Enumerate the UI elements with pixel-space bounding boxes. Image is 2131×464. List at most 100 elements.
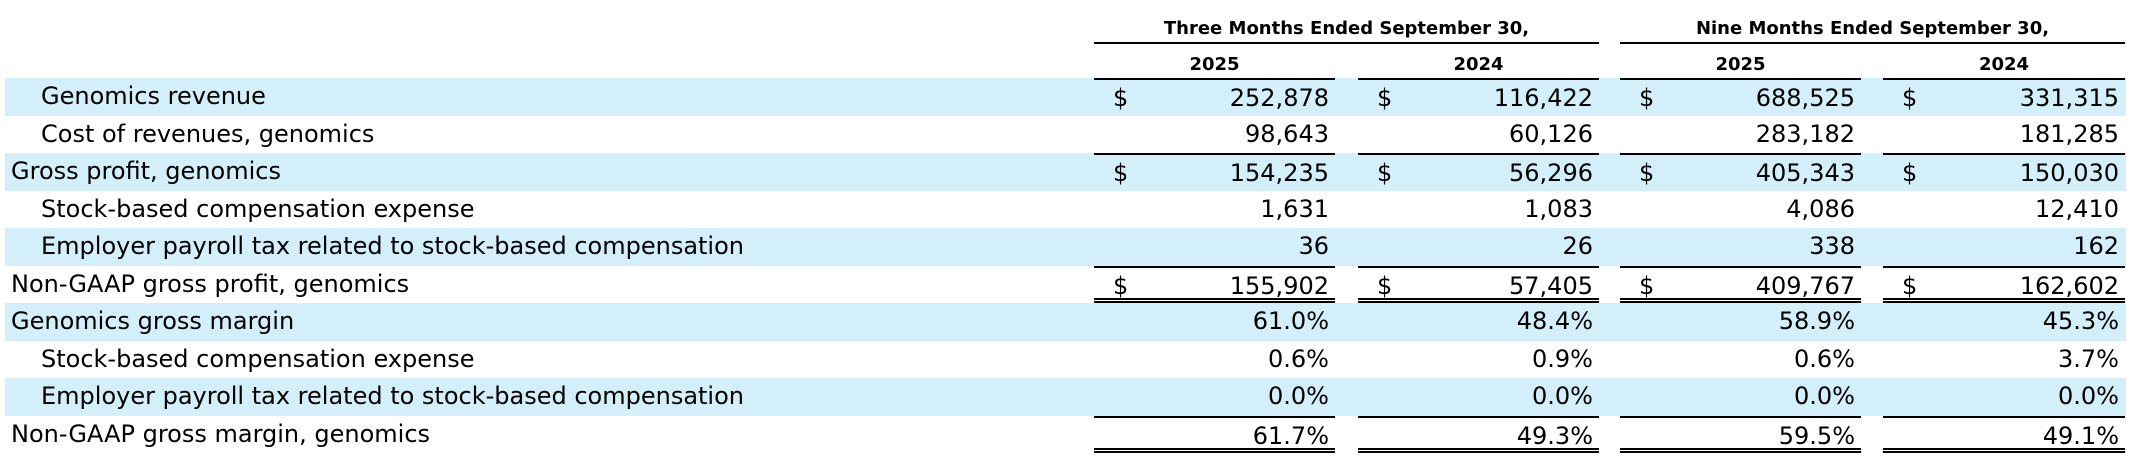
cell-value: 60,126 [1509, 119, 1593, 148]
table-cell: 0.9% [1358, 341, 1599, 379]
cell-value: 252,878 [1229, 84, 1329, 112]
table-cell: $155,902 [1094, 265, 1335, 303]
currency-symbol: $ [1377, 159, 1393, 187]
table-cell: $405,343 [1620, 153, 1861, 191]
table-row: Genomics gross margin 61.0% 48.4% 58.9% 45.3… [5, 303, 2126, 341]
cell-value: 283,182 [1755, 119, 1855, 148]
cell-value: 0.0% [1532, 382, 1593, 410]
cell-value: 405,343 [1755, 159, 1855, 187]
table-cell: 0.0% [1883, 378, 2125, 416]
cell-value: 4,086 [1786, 194, 1855, 223]
table-cell: 0.6% [1094, 341, 1335, 379]
table-cell: $331,315 [1883, 78, 2125, 116]
cell-value: 45.3% [2042, 307, 2119, 335]
currency-symbol: $ [1377, 271, 1393, 300]
row-label: Cost of revenues, genomics [41, 119, 375, 148]
table-cell: 45.3% [1883, 303, 2125, 341]
cell-value: 61.7% [1252, 421, 1329, 450]
cell-value: 61.0% [1252, 307, 1329, 335]
table-cell: $56,296 [1358, 153, 1599, 191]
cell-value: 59.5% [1778, 421, 1855, 450]
table-cell: 0.0% [1620, 378, 1861, 416]
table-cell: $409,767 [1620, 265, 1861, 303]
cell-value: 150,030 [2019, 159, 2119, 187]
table-row: Gross profit, genomics $154,235 $56,296 $40… [5, 153, 2126, 191]
cell-value: 688,525 [1755, 84, 1855, 112]
cell-value: 58.9% [1778, 307, 1855, 335]
table-cell: 36 [1094, 228, 1335, 266]
table-cell: 1,083 [1358, 191, 1599, 229]
cell-value: 56,296 [1509, 159, 1593, 187]
table-row: Non-GAAP gross margin, genomics 61.7% 49.3… [5, 415, 2126, 453]
table-cell: $162,602 [1883, 265, 2125, 303]
currency-symbol: $ [1639, 159, 1655, 187]
cell-value: 1,083 [1524, 194, 1593, 223]
cell-value: 36 [1298, 232, 1329, 260]
row-label: Non-GAAP gross margin, genomics [11, 419, 431, 448]
cell-value: 0.0% [1268, 382, 1329, 410]
row-label: Stock-based compensation expense [41, 344, 475, 373]
cell-value: 98,643 [1245, 119, 1329, 148]
cell-value: 162 [2073, 232, 2119, 260]
cell-value: 0.0% [2058, 382, 2119, 410]
table-cell: 61.0% [1094, 303, 1335, 341]
table-row: Genomics revenue $252,878 $116,422 $688,525… [5, 78, 2126, 116]
cell-value: 331,315 [2019, 84, 2119, 112]
table-cell: 162 [1883, 228, 2125, 266]
cell-value: 162,602 [2019, 271, 2119, 300]
row-label: Genomics revenue [41, 82, 266, 110]
table-cell: 48.4% [1358, 303, 1599, 341]
table-cell: 4,086 [1620, 191, 1861, 229]
table-cell: $688,525 [1620, 78, 1861, 116]
table-cell: 26 [1358, 228, 1599, 266]
cell-value: 3.7% [2058, 344, 2119, 373]
currency-symbol: $ [1113, 84, 1129, 112]
table-cell: 60,126 [1358, 116, 1599, 154]
three-months-header: Three Months Ended September 30, [1094, 16, 1599, 44]
table-row: Employer payroll tax related to stock-ba… [5, 228, 2126, 266]
cell-value: 48.4% [1516, 307, 1593, 335]
table-cell: 49.3% [1358, 415, 1599, 453]
table-cell: 338 [1620, 228, 1861, 266]
row-label: Non-GAAP gross profit, genomics [11, 269, 410, 298]
table-row: Employer payroll tax related to stock-ba… [5, 378, 2126, 416]
row-label: Gross profit, genomics [11, 157, 281, 185]
cell-value: 155,902 [1229, 271, 1329, 300]
table-cell: 58.9% [1620, 303, 1861, 341]
table-cell: $116,422 [1358, 78, 1599, 116]
currency-symbol: $ [1639, 84, 1655, 112]
table-cell: 0.0% [1358, 378, 1599, 416]
cell-value: 49.1% [2042, 421, 2119, 450]
row-label: Genomics gross margin [11, 307, 295, 335]
cell-value: 116,422 [1493, 84, 1593, 112]
currency-symbol: $ [1113, 159, 1129, 187]
cell-value: 0.6% [1268, 344, 1329, 373]
table-cell: 1,631 [1094, 191, 1335, 229]
cell-value: 12,410 [2035, 194, 2119, 223]
table-cell: 12,410 [1883, 191, 2125, 229]
table-cell: 0.6% [1620, 341, 1861, 379]
row-label: Employer payroll tax related to stock-ba… [41, 232, 744, 260]
cell-value: 338 [1809, 232, 1855, 260]
table-cell: $150,030 [1883, 153, 2125, 191]
table-row: Stock-based compensation expense 0.6% 0.9%… [5, 341, 2126, 379]
cell-value: 57,405 [1509, 271, 1593, 300]
row-label: Stock-based compensation expense [41, 194, 475, 223]
cell-value: 154,235 [1229, 159, 1329, 187]
table-row: Stock-based compensation expense 1,631 1,0… [5, 191, 2126, 229]
table-row: Non-GAAP gross profit, genomics $155,902 $… [5, 265, 2126, 303]
table-cell: 98,643 [1094, 116, 1335, 154]
cell-value: 0.0% [1794, 382, 1855, 410]
currency-symbol: $ [1902, 159, 1918, 187]
table-cell: 181,285 [1883, 116, 2125, 154]
cell-value: 26 [1562, 232, 1593, 260]
table-cell: 49.1% [1883, 415, 2125, 453]
table-cell: 61.7% [1094, 415, 1335, 453]
currency-symbol: $ [1902, 84, 1918, 112]
year-header: 2024 [1453, 54, 1504, 75]
currency-symbol: $ [1902, 271, 1918, 300]
table-cell: $57,405 [1358, 265, 1599, 303]
table-cell: $252,878 [1094, 78, 1335, 116]
table-cell: 0.0% [1094, 378, 1335, 416]
